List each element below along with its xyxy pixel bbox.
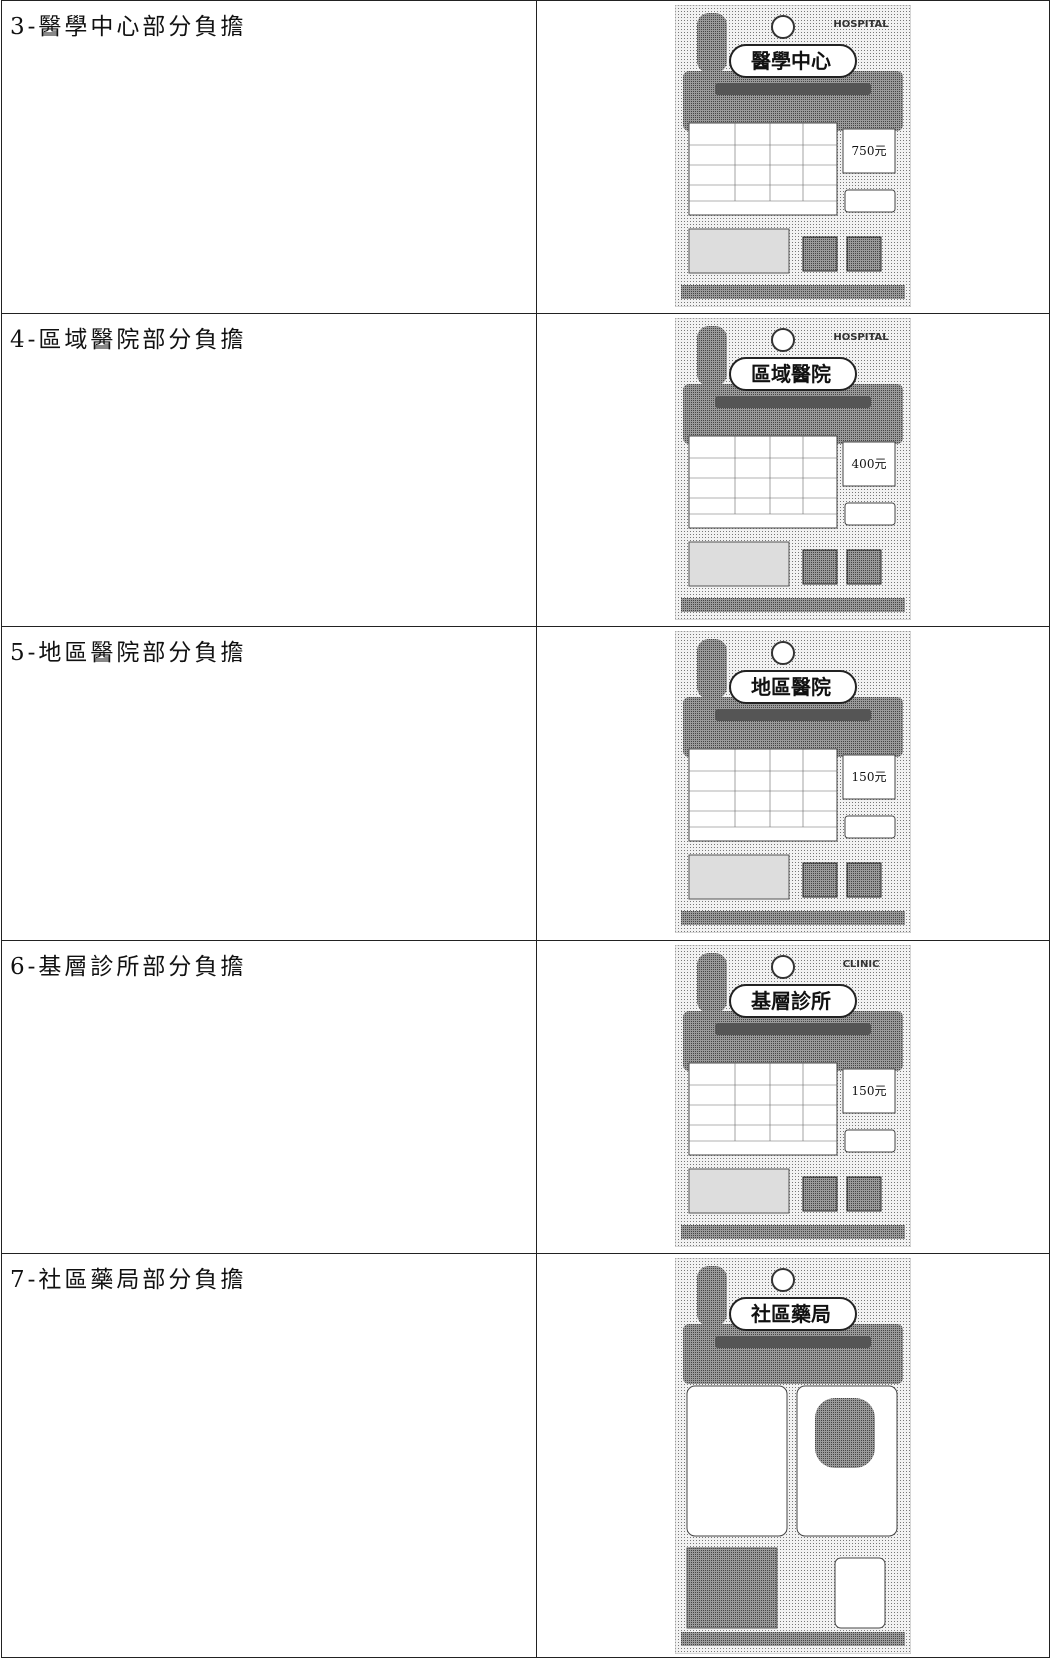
qr bbox=[802, 862, 838, 898]
panel bbox=[686, 1385, 788, 1537]
info-box bbox=[688, 1168, 790, 1214]
row-label: 4-區域醫院部分負擔 bbox=[1, 313, 537, 627]
poster: CLINIC 基層診所 150元 bbox=[675, 945, 911, 1247]
logo bbox=[771, 15, 795, 39]
table-row: 3-醫學中心部分負擔 HOSPITAL 醫學中心 750元 bbox=[1, 0, 1050, 314]
price-box bbox=[842, 754, 896, 800]
ambulance bbox=[844, 815, 896, 839]
qr bbox=[802, 1176, 838, 1212]
poster-cell: 社區藥局 bbox=[536, 1253, 1050, 1658]
row-label: 6-基層診所部分負擔 bbox=[1, 940, 537, 1254]
table-row: 6-基層診所部分負擔 CLINIC 基層診所 150元 bbox=[1, 940, 1050, 1254]
poster: HOSPITAL 區域醫院 400元 bbox=[675, 318, 911, 620]
qr bbox=[846, 862, 882, 898]
note-box bbox=[686, 1547, 778, 1629]
figure bbox=[697, 639, 727, 699]
subtitle-bar bbox=[715, 1023, 871, 1035]
subtitle-bar bbox=[715, 83, 871, 95]
ambulance bbox=[844, 1129, 896, 1153]
figure bbox=[697, 13, 727, 73]
band bbox=[683, 384, 903, 444]
row-label: 5-地區醫院部分負擔 bbox=[1, 626, 537, 941]
table-row: 4-區域醫院部分負擔 HOSPITAL 區域醫院 400元 bbox=[1, 313, 1050, 627]
poster-cell: 地區醫院 150元 bbox=[536, 626, 1050, 941]
ambulance bbox=[844, 189, 896, 213]
subtitle-bar bbox=[715, 396, 871, 408]
poster: 社區藥局 bbox=[675, 1258, 911, 1654]
poster-cell: HOSPITAL 區域醫院 400元 bbox=[536, 313, 1050, 627]
price-box bbox=[842, 441, 896, 487]
price-box bbox=[842, 128, 896, 174]
figure bbox=[697, 326, 727, 386]
footer-strip bbox=[681, 1225, 905, 1239]
poster: 地區醫院 150元 bbox=[675, 631, 911, 933]
poster-price: 400元 bbox=[852, 457, 887, 471]
logo bbox=[771, 641, 795, 665]
row-label: 3-醫學中心部分負擔 bbox=[1, 0, 537, 314]
logo bbox=[771, 328, 795, 352]
fee-table bbox=[688, 1062, 838, 1156]
band bbox=[683, 1324, 903, 1384]
title-pill bbox=[729, 670, 857, 704]
title-pill bbox=[729, 357, 857, 391]
info-box bbox=[688, 541, 790, 587]
figure bbox=[697, 1266, 727, 1326]
band bbox=[683, 1011, 903, 1071]
table-row: 7-社區藥局部分負擔 社區藥局 bbox=[1, 1253, 1050, 1658]
title-pill bbox=[729, 1297, 857, 1331]
footer-strip bbox=[681, 598, 905, 612]
poster-price: 150元 bbox=[852, 1084, 887, 1098]
poster-title: 社區藥局 bbox=[750, 1302, 831, 1326]
poster-cell: HOSPITAL 醫學中心 750元 bbox=[536, 0, 1050, 314]
info-box bbox=[688, 854, 790, 900]
pharmacist bbox=[815, 1398, 875, 1468]
title-pill bbox=[729, 984, 857, 1018]
band bbox=[683, 71, 903, 131]
poster: HOSPITAL 醫學中心 750元 bbox=[675, 5, 911, 307]
figure bbox=[697, 953, 727, 1013]
poster-badge: HOSPITAL bbox=[833, 332, 889, 343]
price-box bbox=[842, 1068, 896, 1114]
poster-cell: CLINIC 基層診所 150元 bbox=[536, 940, 1050, 1254]
qr bbox=[802, 549, 838, 585]
phone bbox=[834, 1557, 886, 1629]
band bbox=[683, 697, 903, 757]
fee-table bbox=[688, 435, 838, 529]
poster-title: 醫學中心 bbox=[751, 49, 831, 73]
footer-strip bbox=[681, 911, 905, 925]
poster-badge: CLINIC bbox=[843, 959, 880, 970]
logo bbox=[771, 955, 795, 979]
qr bbox=[846, 549, 882, 585]
qr bbox=[802, 236, 838, 272]
fee-table bbox=[688, 122, 838, 216]
poster-title: 區域醫院 bbox=[751, 362, 831, 386]
fee-table bbox=[688, 748, 838, 842]
footer-strip bbox=[681, 1632, 905, 1646]
table-row: 5-地區醫院部分負擔 地區醫院 150元 bbox=[1, 626, 1050, 941]
logo bbox=[771, 1268, 795, 1292]
row-label: 7-社區藥局部分負擔 bbox=[1, 1253, 537, 1658]
poster-price: 150元 bbox=[852, 770, 887, 784]
qr bbox=[846, 236, 882, 272]
info-box bbox=[688, 228, 790, 274]
poster-price: 750元 bbox=[852, 144, 887, 158]
subtitle-bar bbox=[715, 709, 871, 721]
poster-badge: HOSPITAL bbox=[833, 19, 889, 30]
subtitle-bar bbox=[715, 1336, 871, 1348]
title-pill bbox=[729, 44, 857, 78]
footer-strip bbox=[681, 285, 905, 299]
ambulance bbox=[844, 502, 896, 526]
poster-title: 基層診所 bbox=[751, 989, 831, 1013]
poster-title: 地區醫院 bbox=[751, 675, 831, 699]
qr bbox=[846, 1176, 882, 1212]
